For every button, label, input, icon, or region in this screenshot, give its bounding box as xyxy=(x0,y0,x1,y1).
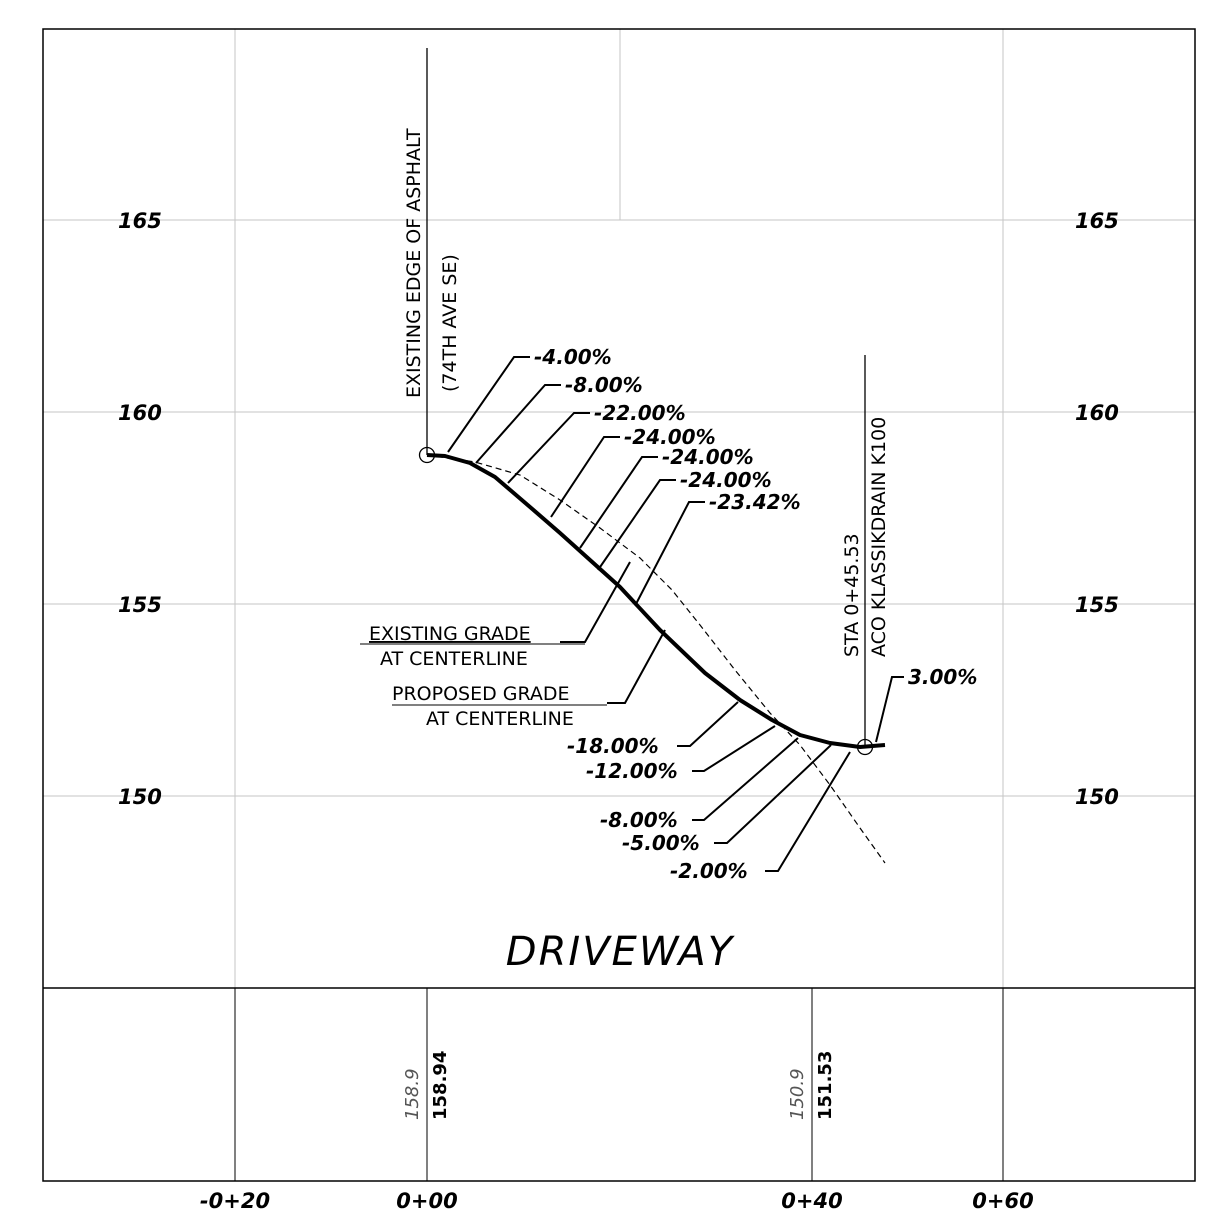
grid xyxy=(43,29,1195,988)
station-label-60: 0+60 xyxy=(972,1189,1033,1213)
slope-label-5: -24.00% xyxy=(662,445,754,469)
station-label-40: 0+40 xyxy=(781,1189,842,1213)
profile-title: DRIVEWAY xyxy=(506,929,736,975)
elevation-axis-left: 165 160 155 150 xyxy=(118,209,162,809)
proposed-elev-end: 151.53 xyxy=(815,1051,836,1120)
slope-label-4: -24.00% xyxy=(624,425,716,449)
slope-label-6: -24.00% xyxy=(680,468,772,492)
existing-elev-start: 158.9 xyxy=(402,1068,423,1120)
sheet-frame xyxy=(42,28,1196,1182)
slope-label-1: -4.00% xyxy=(534,345,612,369)
slope-label-10: -8.00% xyxy=(600,808,678,832)
slope-label-12: -2.00% xyxy=(670,859,748,883)
end-point-marker xyxy=(856,738,874,756)
drain-note-line1: STA 0+45.53 xyxy=(841,533,863,657)
slope-label-11: -5.00% xyxy=(622,831,700,855)
station-axis: -0+20 0+00 0+40 0+60 xyxy=(200,1189,1034,1213)
station-label-0: 0+00 xyxy=(396,1189,457,1213)
drain-note-line2: ACO KLASSIKDRAIN K100 xyxy=(868,417,890,657)
slope-label-8: -18.00% xyxy=(567,734,659,758)
lower-slope-leaders xyxy=(677,676,904,872)
proposed-elev-start: 158.94 xyxy=(430,1051,451,1120)
elev-label-165-right: 165 xyxy=(1075,209,1119,233)
elev-label-160: 160 xyxy=(118,401,162,425)
upper-slope-leaders xyxy=(447,356,705,704)
existing-elev-end: 150.9 xyxy=(787,1068,808,1120)
slope-label-end: 3.00% xyxy=(908,665,977,689)
proposed-grade-label-line2: AT CENTERLINE xyxy=(426,708,574,730)
elev-label-150-right: 150 xyxy=(1075,785,1119,809)
slope-label-3: -22.00% xyxy=(594,401,686,425)
existing-grade-label-line2: AT CENTERLINE xyxy=(380,648,528,670)
proposed-grade-label-line1: PROPOSED GRADE xyxy=(392,683,570,705)
asphalt-note-line1: EXISTING EDGE OF ASPHALT xyxy=(403,128,425,398)
elev-label-165: 165 xyxy=(118,209,162,233)
elevation-axis-right: 165 160 155 150 xyxy=(1075,209,1119,809)
asphalt-note-line2: (74TH AVE SE) xyxy=(439,254,461,392)
existing-grade-line xyxy=(426,454,886,864)
proposed-grade-line xyxy=(426,453,886,749)
elev-label-155: 155 xyxy=(118,593,162,617)
station-lines xyxy=(234,988,1004,1181)
elev-label-155-right: 155 xyxy=(1075,593,1119,617)
slope-label-9: -12.00% xyxy=(586,759,678,783)
slope-label-2: -8.00% xyxy=(565,373,643,397)
station-label-neg20: -0+20 xyxy=(200,1189,270,1213)
slope-label-7: -23.42% xyxy=(709,490,801,514)
existing-grade-label-line1: EXISTING GRADE xyxy=(369,623,531,645)
elev-label-150: 150 xyxy=(118,785,162,809)
start-point-marker xyxy=(418,446,436,464)
elev-label-160-right: 160 xyxy=(1075,401,1119,425)
